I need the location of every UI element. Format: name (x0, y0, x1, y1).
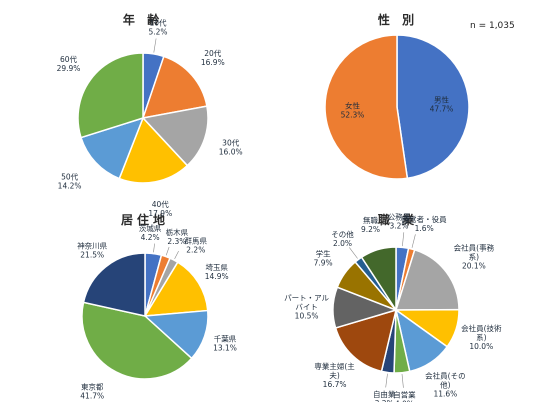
pie-slice (81, 301, 193, 380)
leader-line (153, 243, 155, 253)
slice-label: 会社員(事務系) 20.1% (454, 243, 495, 271)
pie-slice (141, 105, 209, 167)
slice-label: 群馬県 2.2% (185, 236, 208, 255)
slice-label: 栃木県 2.3% (166, 227, 189, 246)
chart-title-residence: 居住地 (120, 213, 170, 227)
pie-slice (143, 261, 209, 317)
slice-label: 茨城県 4.2% (139, 223, 162, 242)
pie-slice (396, 34, 470, 180)
leader-line (385, 373, 388, 388)
pie-0: 10代 5.2% 20代 16.9% 30代 16.0% 40代 17.9% 50代 14.2% 6… (57, 17, 243, 218)
slice-label: 20代 16.9% (201, 48, 225, 67)
slice-label: 会社員(その他) 11.6% (425, 371, 465, 399)
slice-label: 女性 52.3% (341, 101, 365, 120)
slice-label: 男性 47.7% (430, 94, 454, 113)
slice-label: パート・アルバイト 10.5% (284, 293, 329, 320)
slice-label: その他 2.0% (331, 229, 354, 248)
slice-label: 無職 9.2% (361, 215, 380, 234)
slice-label: 50代 14.2% (58, 172, 82, 191)
chart-title-gender: 性 別 (377, 13, 419, 27)
pie-2: 茨城県 4.2%栃木県 2.3%群馬県 2.2% 埼玉県 14.9% 千葉県 13.1% 東京都… (77, 223, 237, 401)
slice-label: 経営者・役員 1.6% (402, 214, 447, 233)
slice-label: 40代 17.9% (148, 199, 172, 218)
pie-slice (141, 55, 208, 119)
slice-label: 千葉県 13.1% (213, 334, 237, 353)
slice-label: 神奈川県 21.5% (77, 241, 107, 260)
pie-slice (324, 34, 409, 180)
slice-label: 公務員 3.2% (388, 212, 411, 231)
chart-title-age: 年 齢 (122, 13, 164, 27)
leader-line (411, 234, 416, 248)
slice-label: 専業主婦(主夫) 16.7% (314, 361, 355, 389)
pie-1: 男性 47.7% 女性 52.3% (324, 34, 470, 180)
slice-label: 学生 7.9% (314, 249, 333, 268)
pie-slice (77, 52, 144, 139)
sample-size-note: n = 1,035 (470, 21, 515, 31)
pie-slice (118, 116, 189, 184)
pie-slice (334, 308, 398, 373)
slice-label: 自営業4.0% (393, 390, 416, 402)
slice-label: 自由業3.2% (373, 389, 396, 402)
leader-line (174, 250, 179, 260)
pie-3: 公務員 3.2%経営者・役員 1.6% 会社員(事務系) 20.1% 会社員(技術系) 10… (284, 212, 502, 402)
slice-label: 30代 16.0% (219, 137, 243, 156)
chart-title-occupation: 職 業 (377, 213, 419, 227)
pie-slice (394, 248, 460, 311)
leader-line (402, 232, 405, 247)
pie-slice (82, 252, 146, 317)
pie-slice (360, 246, 397, 313)
leader-line (349, 247, 358, 259)
slice-label: 10代 5.2% (148, 17, 167, 36)
slice-label: 60代 29.9% (57, 54, 81, 73)
leader-line (401, 373, 404, 388)
leader-line (153, 38, 157, 53)
slice-label: 東京都 41.7% (80, 382, 104, 401)
slice-label: 埼玉県 14.9% (205, 262, 229, 281)
slice-label: 会社員(技術系) 10.0% (461, 323, 502, 351)
leader-line (165, 246, 170, 256)
